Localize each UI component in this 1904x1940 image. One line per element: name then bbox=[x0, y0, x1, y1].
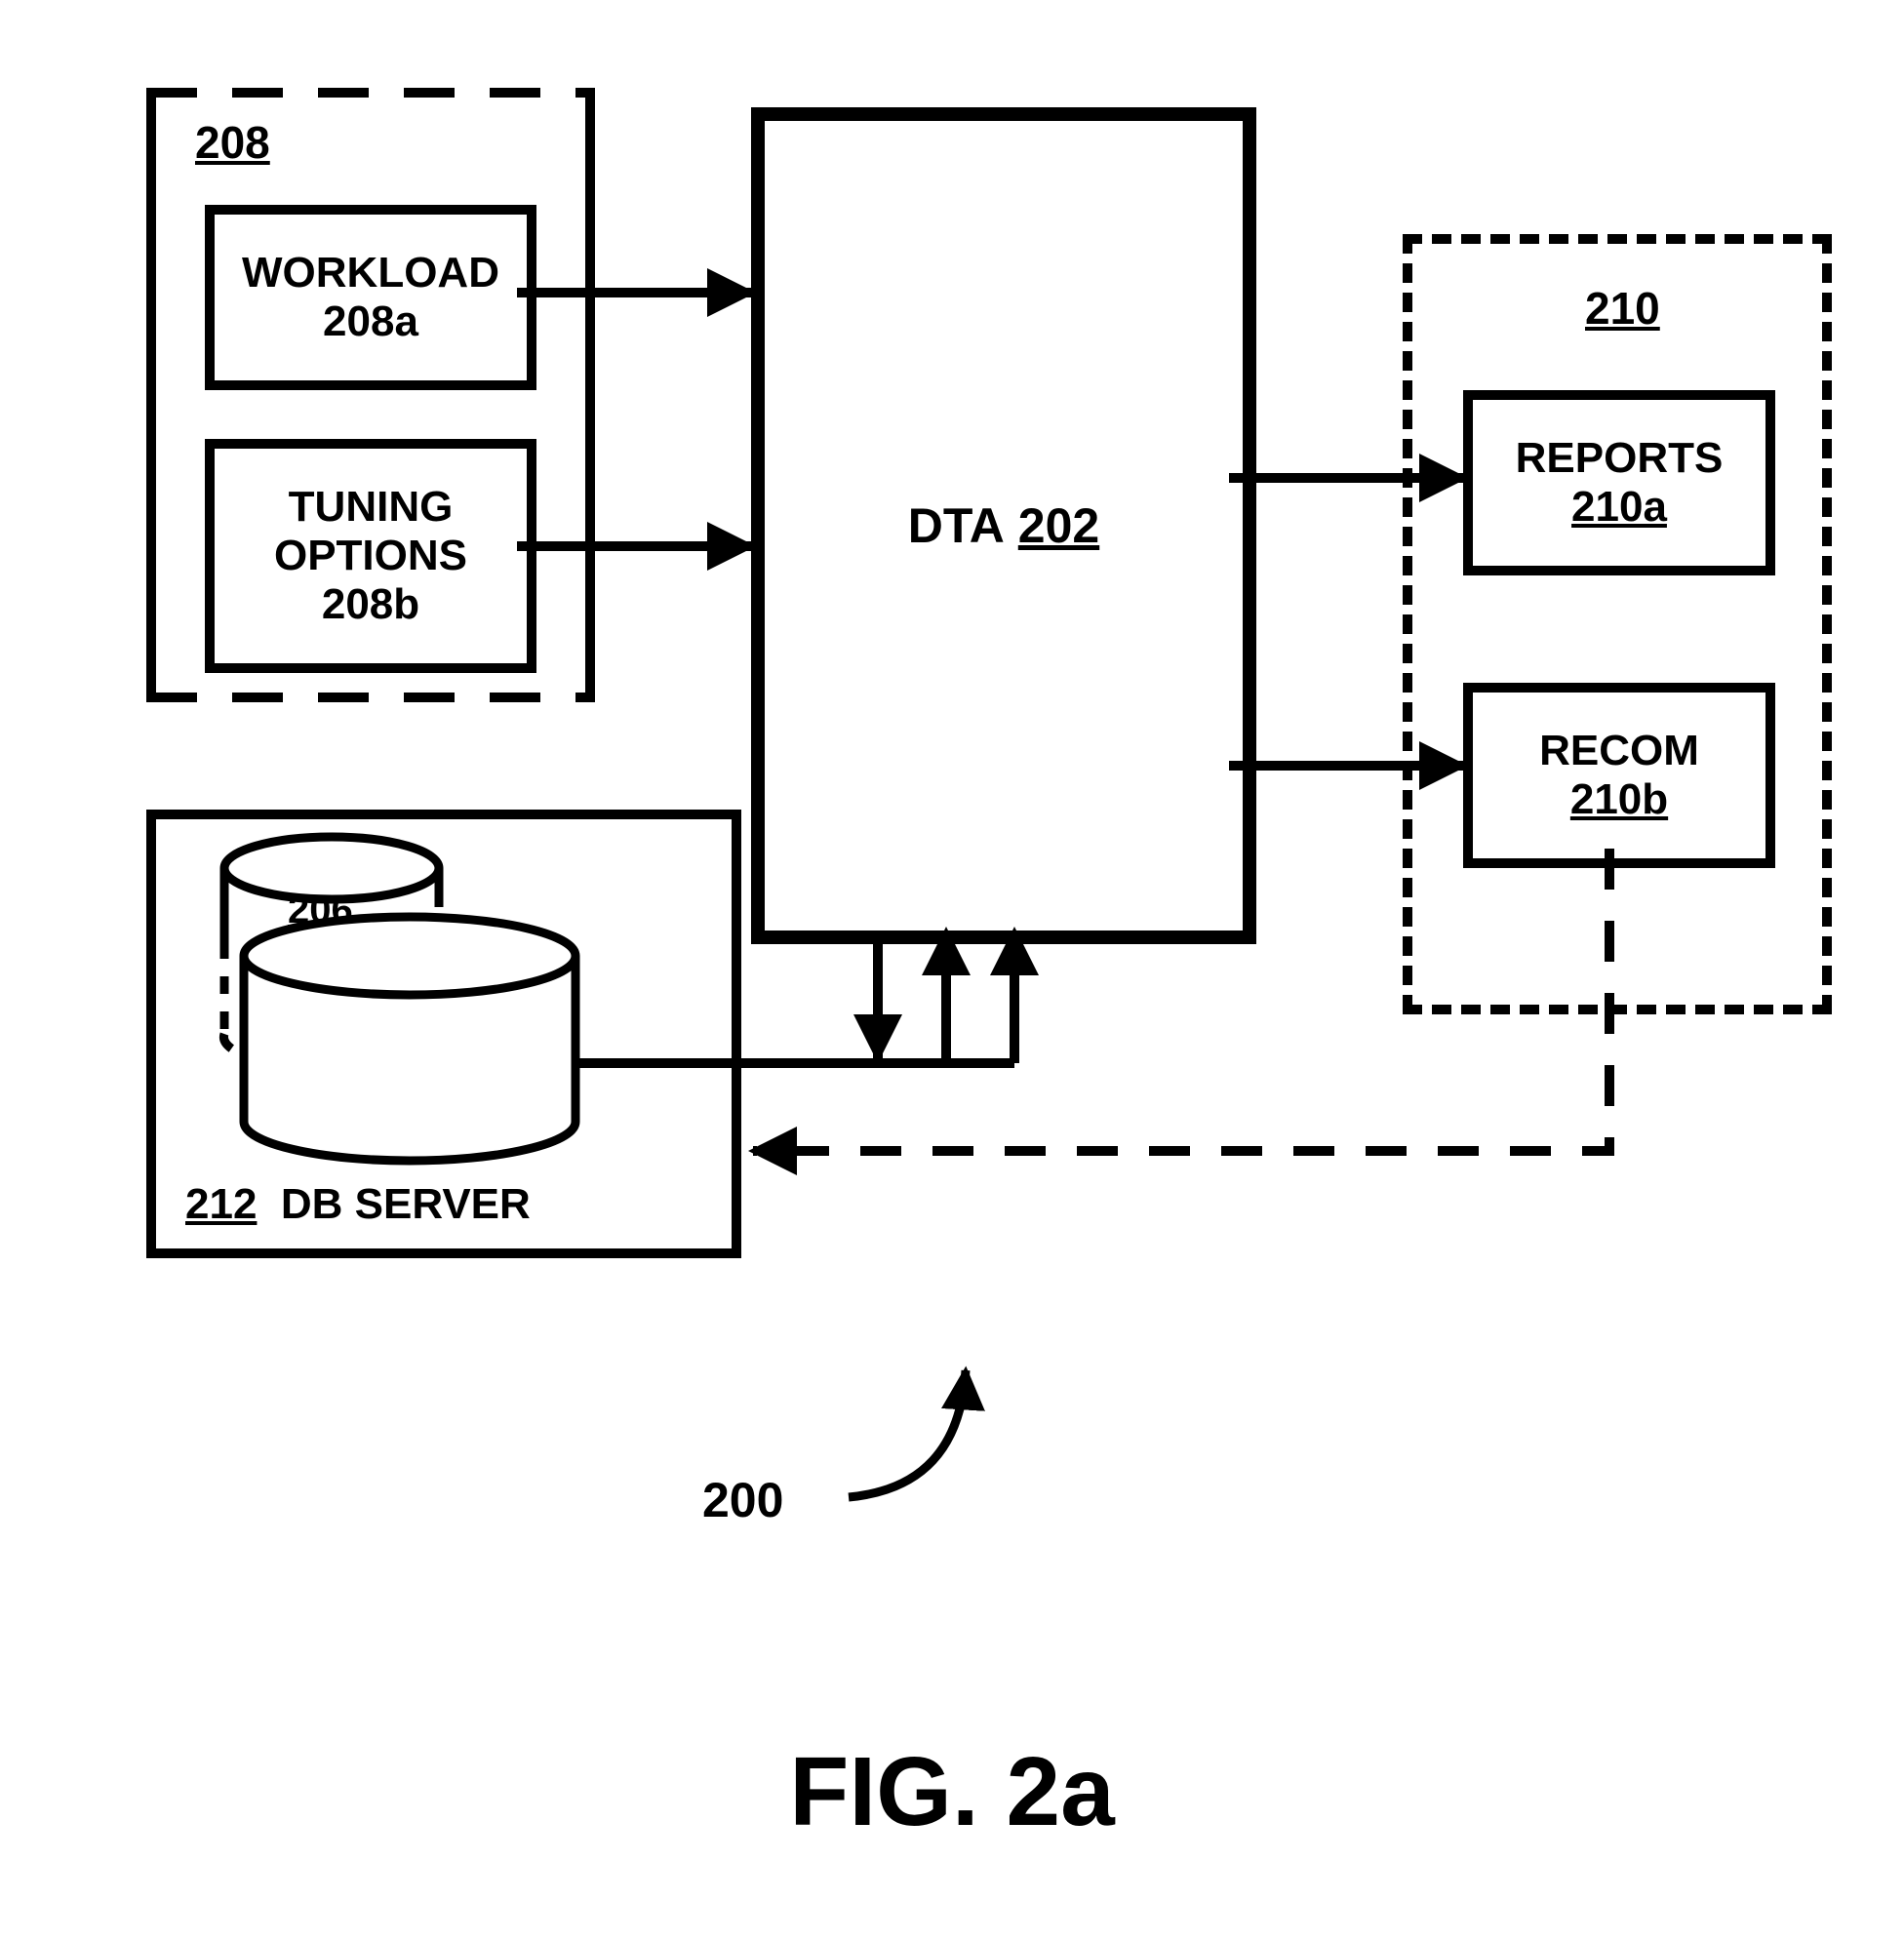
pointer-label: 200 bbox=[702, 1473, 783, 1529]
recom-ref: 210b bbox=[1570, 775, 1668, 824]
pointer-arrow bbox=[849, 1370, 966, 1497]
recom-label: RECOM bbox=[1539, 727, 1699, 775]
inputs-group-ref: 208 bbox=[195, 117, 270, 169]
tuning-options-box: TUNING OPTIONS 208b bbox=[205, 439, 536, 673]
reports-label: REPORTS bbox=[1516, 434, 1724, 483]
dta-label: DTA 202 bbox=[908, 497, 1099, 554]
tuning-ref: 208b bbox=[322, 580, 419, 629]
db-server-box: 212 DB SERVER bbox=[146, 810, 741, 1258]
tuning-label-2: OPTIONS bbox=[274, 532, 467, 580]
reports-box: REPORTS 210a bbox=[1463, 390, 1775, 575]
recom-box: RECOM 210b bbox=[1463, 683, 1775, 868]
tuning-label-1: TUNING bbox=[289, 483, 454, 532]
figure-label: FIG. 2a bbox=[0, 1736, 1904, 1848]
workload-label: WORKLOAD bbox=[242, 249, 499, 297]
cylinder-front-ref: 204 bbox=[322, 975, 393, 1025]
cylinder-back-ref: 206 bbox=[288, 888, 353, 932]
workload-box: WORKLOAD 208a bbox=[205, 205, 536, 390]
dta-box: DTA 202 bbox=[751, 107, 1256, 944]
db-server-label: 212 DB SERVER bbox=[185, 1180, 531, 1229]
outputs-group-ref: 210 bbox=[1585, 283, 1660, 335]
outputs-group bbox=[1403, 234, 1832, 1014]
reports-ref: 210a bbox=[1571, 483, 1667, 532]
workload-ref: 208a bbox=[323, 297, 418, 346]
